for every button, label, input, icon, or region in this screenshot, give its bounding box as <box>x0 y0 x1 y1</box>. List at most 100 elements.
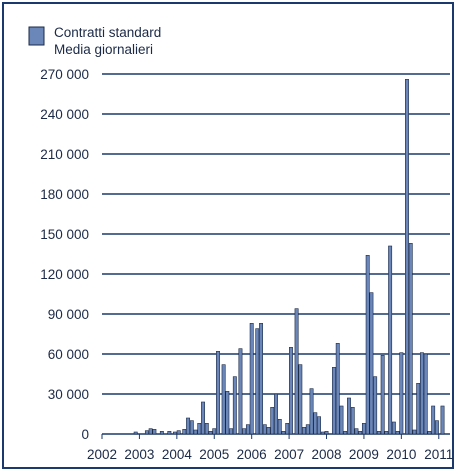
bar <box>189 420 194 435</box>
bar <box>373 376 378 435</box>
bar <box>201 401 205 435</box>
legend-swatch <box>28 26 45 46</box>
bar <box>216 351 220 435</box>
bar <box>197 423 202 435</box>
bar <box>358 431 363 435</box>
bar <box>399 352 404 435</box>
bar <box>354 428 359 435</box>
y-tick-label: 0 <box>81 427 89 442</box>
x-tick-label: 2003 <box>124 447 154 462</box>
y-tick-label: 180 000 <box>40 187 89 202</box>
bar <box>298 364 303 435</box>
x-tick-label: 2005 <box>199 447 229 462</box>
bar <box>423 353 428 435</box>
bar <box>245 424 250 435</box>
bar <box>313 412 318 435</box>
legend: Contratti standard Media giornalieri <box>28 25 161 57</box>
x-tick-label: 2007 <box>274 447 304 462</box>
bar <box>427 431 432 435</box>
bar <box>238 348 243 435</box>
y-tick-label: 90 000 <box>48 307 89 322</box>
bar <box>204 423 209 435</box>
bar <box>159 431 164 435</box>
bar <box>419 352 424 435</box>
bar <box>365 255 370 435</box>
bar <box>380 355 385 435</box>
bar <box>434 420 439 435</box>
bar <box>309 388 314 435</box>
bar <box>343 431 348 435</box>
x-tick-label: 2010 <box>386 447 416 462</box>
bar <box>369 292 374 435</box>
bar <box>144 430 149 435</box>
bar <box>332 367 336 435</box>
y-tick-label: 150 000 <box>40 227 89 242</box>
bar <box>266 427 271 435</box>
bar-chart: Contratti standard Media giornalieri 0 30… <box>28 25 453 462</box>
y-axis-tick-labels: 0 30 000 60 000 90 000 120 000 150 000 180 000… <box>40 67 89 442</box>
gridlines <box>102 73 450 435</box>
bar <box>384 431 389 435</box>
bar <box>152 429 157 435</box>
bar <box>347 397 351 435</box>
bar <box>320 431 325 435</box>
bar <box>302 427 307 435</box>
bar <box>289 347 293 435</box>
y-tick-label: 60 000 <box>48 347 89 362</box>
y-tick-label: 210 000 <box>40 147 89 162</box>
bar <box>274 393 278 435</box>
x-tick-label: 2006 <box>237 447 267 462</box>
bar <box>277 419 282 435</box>
bar <box>440 405 445 435</box>
x-axis: 2002 2003 2004 2005 2006 2007 2008 2009 2010 2011 <box>87 434 453 462</box>
bar <box>416 383 421 435</box>
bar <box>229 428 234 435</box>
bar <box>193 429 198 435</box>
bar <box>412 429 417 435</box>
bar <box>388 245 393 435</box>
x-tick-label: 2011 <box>424 447 453 462</box>
bar <box>270 407 275 435</box>
bar <box>255 328 260 435</box>
bar <box>232 376 237 435</box>
bar <box>391 421 396 435</box>
bar <box>173 431 177 435</box>
bar <box>335 343 340 435</box>
bar <box>249 323 254 435</box>
chart-frame: Contratti standard Media giornalieri 0 30… <box>2 2 454 469</box>
bar <box>431 405 436 435</box>
bar <box>408 243 413 435</box>
y-tick-label: 120 000 <box>40 267 89 282</box>
bars <box>133 79 445 435</box>
bar <box>305 424 310 435</box>
legend-entry-1: Contratti standard <box>54 25 161 40</box>
bar <box>361 423 366 435</box>
bar <box>259 323 263 435</box>
x-tick-label: 2002 <box>87 447 117 462</box>
bar <box>167 431 172 435</box>
bar <box>350 407 355 435</box>
y-tick-label: 240 000 <box>40 107 89 122</box>
bar <box>317 416 321 435</box>
bar <box>294 308 299 435</box>
y-tick-label: 270 000 <box>40 67 89 82</box>
bar <box>225 391 230 435</box>
bar <box>324 431 329 435</box>
bar <box>148 428 153 435</box>
bar <box>133 431 138 435</box>
x-tick-label: 2009 <box>349 447 379 462</box>
bar <box>281 431 286 435</box>
bar <box>285 423 290 435</box>
bar <box>395 431 400 435</box>
bar <box>339 405 344 435</box>
bar <box>242 428 247 435</box>
x-tick-label: 2008 <box>311 447 341 462</box>
bar <box>405 79 409 435</box>
bar <box>186 417 191 435</box>
bar <box>376 431 381 435</box>
bar <box>262 424 267 435</box>
bar <box>182 429 187 435</box>
bar <box>208 431 213 435</box>
bar <box>176 430 181 435</box>
bar <box>221 364 226 435</box>
